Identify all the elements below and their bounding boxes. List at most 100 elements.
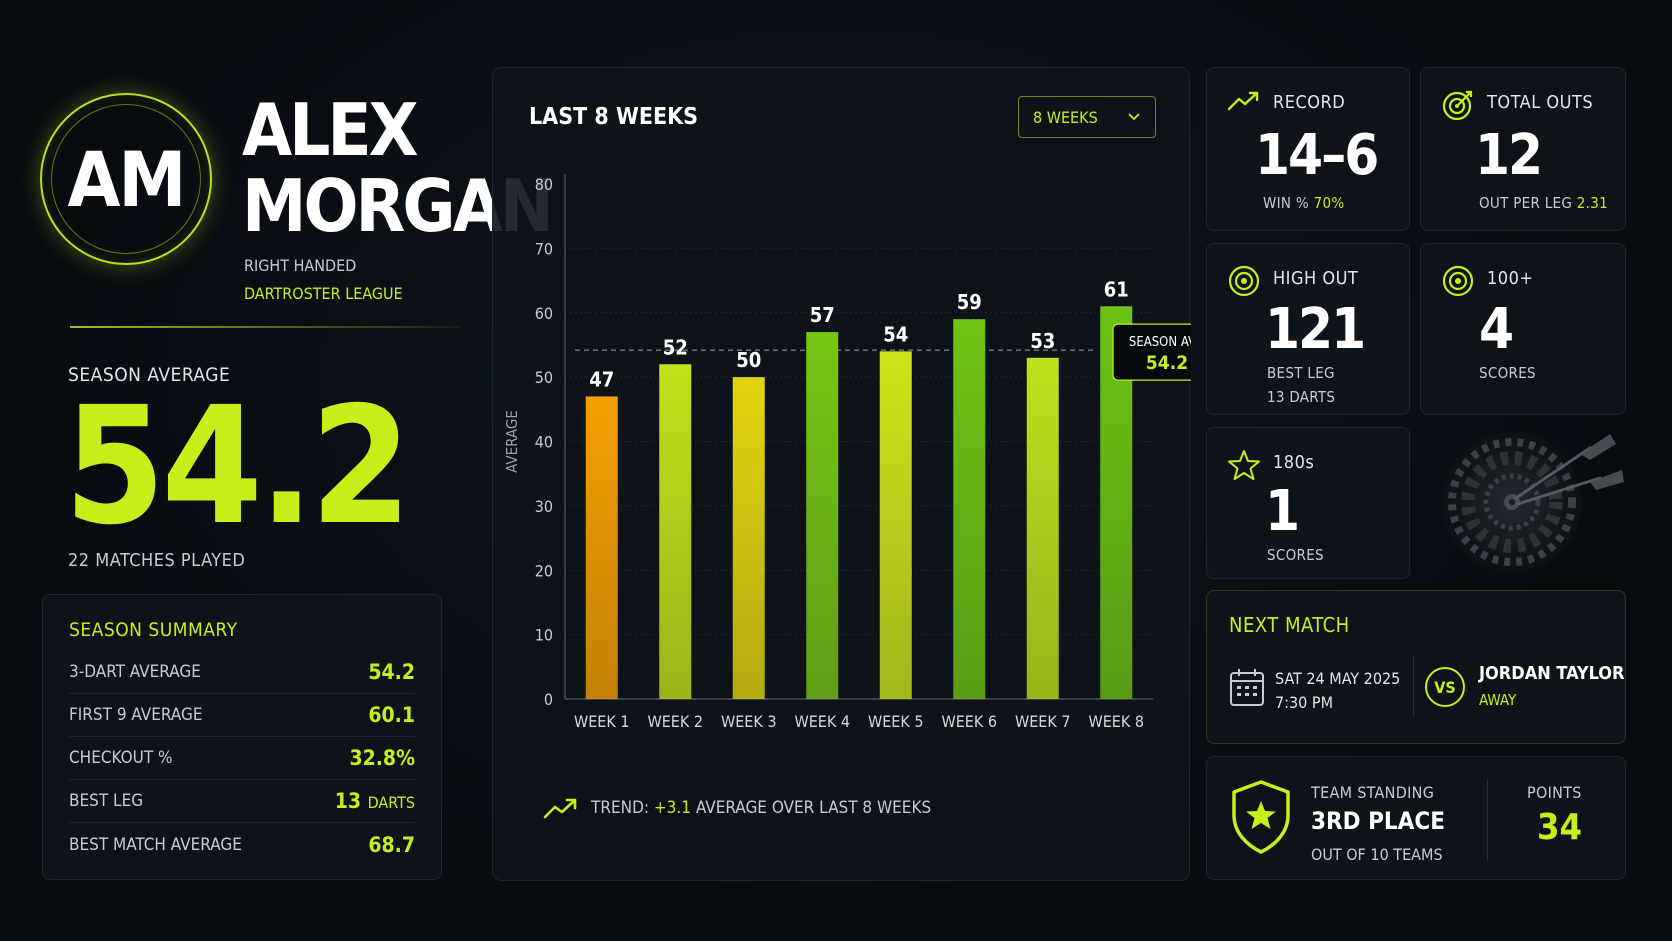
summary-row-label: BEST LEG xyxy=(69,791,144,811)
divider xyxy=(1413,655,1414,717)
target-arrow-icon xyxy=(1442,90,1473,121)
summary-row-value: 32.8% xyxy=(349,746,415,770)
hundred-plus-card: 100+ 4 SCORES xyxy=(1420,243,1626,415)
trend-prefix: TREND: xyxy=(591,798,649,818)
x-tick-label: WEEK 3 xyxy=(721,712,777,731)
bar xyxy=(732,377,765,699)
player-first-name: ALEX xyxy=(242,88,419,172)
best-leg-label: BEST LEG xyxy=(1267,364,1335,382)
summary-row-value: 68.7 xyxy=(368,833,415,857)
divider xyxy=(1487,779,1488,861)
hundred-plus-value: 4 xyxy=(1479,297,1514,362)
summary-row-label: FIRST 9 AVERAGE xyxy=(69,705,203,725)
one-eighties-label: 180s xyxy=(1273,452,1315,473)
out-per-leg-label: OUT PER LEG xyxy=(1479,194,1573,212)
x-tick-label: WEEK 1 xyxy=(574,712,630,731)
bar-chart: 0 10 20 30 40 50 60 70 80 AVERAGE 47 WEEK 1 52 WEEK 2… xyxy=(503,174,1191,731)
range-dropdown-value: 8 WEEKS xyxy=(1033,107,1098,127)
calendar-icon xyxy=(1230,669,1264,706)
record-card: RECORD 14–6 WIN % 70% xyxy=(1206,67,1410,231)
season-summary-title: SEASON SUMMARY xyxy=(69,619,238,641)
bar xyxy=(806,332,839,699)
team-standing-card: TEAM STANDING 3RD PLACE OUT OF 10 TEAMS … xyxy=(1206,756,1626,880)
season-summary-card: SEASON SUMMARY 3-DART AVERAGE 54.2 FIRST 9… xyxy=(42,594,442,880)
record-label: RECORD xyxy=(1273,92,1346,113)
out-per-leg-value: 2.31 xyxy=(1576,194,1608,212)
high-out-card: HIGH OUT 121 BEST LEG 13 DARTS xyxy=(1206,243,1410,415)
y-tick-label: 80 xyxy=(535,175,553,194)
summary-row: BEST MATCH AVERAGE 68.7 xyxy=(69,823,415,866)
one-eighties-value: 1 xyxy=(1265,479,1300,544)
next-match-time: 7:30 PM xyxy=(1275,693,1333,712)
bar-value-label: 54 xyxy=(883,322,908,346)
points-label: POINTS xyxy=(1527,783,1582,802)
match-venue: AWAY xyxy=(1479,691,1517,709)
y-tick-label: 70 xyxy=(535,239,553,258)
vs-badge: VS xyxy=(1425,667,1465,707)
season-average-label: SEASON AVERAGE xyxy=(68,364,231,386)
bar-value-label: 53 xyxy=(1030,329,1055,353)
chart-title: LAST 8 WEEKS xyxy=(529,104,699,130)
bar-value-label: 50 xyxy=(736,348,761,372)
player-handedness: RIGHT HANDED xyxy=(244,256,357,275)
win-percent-label: WIN % xyxy=(1263,194,1310,212)
player-name: ALEX MORGAN xyxy=(242,88,554,248)
y-tick-label: 0 xyxy=(544,690,553,709)
range-dropdown[interactable]: 8 WEEKS xyxy=(1018,96,1156,138)
y-tick-label: 20 xyxy=(535,561,553,580)
season-average-value: 54.2 xyxy=(64,373,412,561)
win-percent: WIN % 70% xyxy=(1263,194,1345,212)
summary-row-number: 13 xyxy=(334,789,361,813)
x-tick-label: WEEK 2 xyxy=(647,712,703,731)
shield-star-icon xyxy=(1232,780,1290,854)
summary-row-number: 60.1 xyxy=(368,703,415,727)
x-tick-label: WEEK 6 xyxy=(941,712,997,731)
x-tick-label: WEEK 8 xyxy=(1088,712,1144,731)
y-tick-label: 60 xyxy=(535,304,553,323)
summary-row: FIRST 9 AVERAGE 60.1 xyxy=(69,694,415,737)
summary-row-label: CHECKOUT % xyxy=(69,748,173,768)
bar xyxy=(879,351,912,699)
next-match-card[interactable]: NEXT MATCH SAT 24 MAY 2025 7:30 PM VS JO… xyxy=(1206,590,1626,744)
hundred-plus-label: 100+ xyxy=(1487,268,1534,289)
player-league: DARTROSTER LEAGUE xyxy=(244,284,403,303)
summary-row-value: 54.2 xyxy=(368,660,415,684)
summary-row-number: 68.7 xyxy=(368,832,415,857)
divider xyxy=(70,326,460,328)
next-match-datetime: SAT 24 MAY 2025 7:30 PM xyxy=(1275,667,1400,715)
team-standing-label: TEAM STANDING xyxy=(1311,783,1435,802)
bar-value-label: 61 xyxy=(1104,277,1129,301)
trend-summary: TREND: +3.1 AVERAGE OVER LAST 8 WEEKS xyxy=(543,796,931,820)
summary-row-value: 60.1 xyxy=(368,703,415,727)
avatar: AM xyxy=(40,93,212,265)
season-summary-list: 3-DART AVERAGE 54.2 FIRST 9 AVERAGE 60.1 CHE… xyxy=(69,651,415,866)
high-out-label: HIGH OUT xyxy=(1273,268,1359,289)
summary-row: 3-DART AVERAGE 54.2 xyxy=(69,651,415,694)
y-axis-label: AVERAGE xyxy=(503,410,521,473)
season-average-tooltip-label: SEASON AVG xyxy=(1129,335,1191,350)
target-icon xyxy=(1442,265,1474,297)
dartboard-icon xyxy=(1442,432,1624,572)
y-tick-label: 50 xyxy=(535,368,553,387)
bar-value-label: 47 xyxy=(589,367,614,391)
team-standing-out-of: OUT OF 10 TEAMS xyxy=(1311,845,1443,864)
bar xyxy=(585,396,618,699)
y-tick-label: 10 xyxy=(535,626,553,645)
total-outs-card: TOTAL OUTS 12 OUT PER LEG 2.31 xyxy=(1420,67,1626,231)
hundred-plus-sub: SCORES xyxy=(1479,364,1536,382)
bar xyxy=(659,364,692,699)
trend-up-icon xyxy=(543,798,577,819)
summary-row-unit: DARTS xyxy=(367,793,415,812)
team-standing-place: 3RD PLACE xyxy=(1311,807,1445,835)
player-last-name: MORGAN xyxy=(242,164,554,248)
next-match-date: SAT 24 MAY 2025 xyxy=(1275,669,1401,688)
summary-row: CHECKOUT % 32.8% xyxy=(69,737,415,780)
target-icon xyxy=(1228,265,1260,297)
avatar-initials: AM xyxy=(51,104,201,254)
bar-value-label: 57 xyxy=(810,303,835,327)
opponent-name: JORDAN TAYLOR xyxy=(1479,663,1625,684)
season-average-tooltip-value: 54.2 xyxy=(1146,352,1188,374)
y-tick-label: 30 xyxy=(535,497,553,516)
win-percent-value: 70% xyxy=(1313,194,1345,212)
season-average-tooltip xyxy=(1112,323,1191,381)
